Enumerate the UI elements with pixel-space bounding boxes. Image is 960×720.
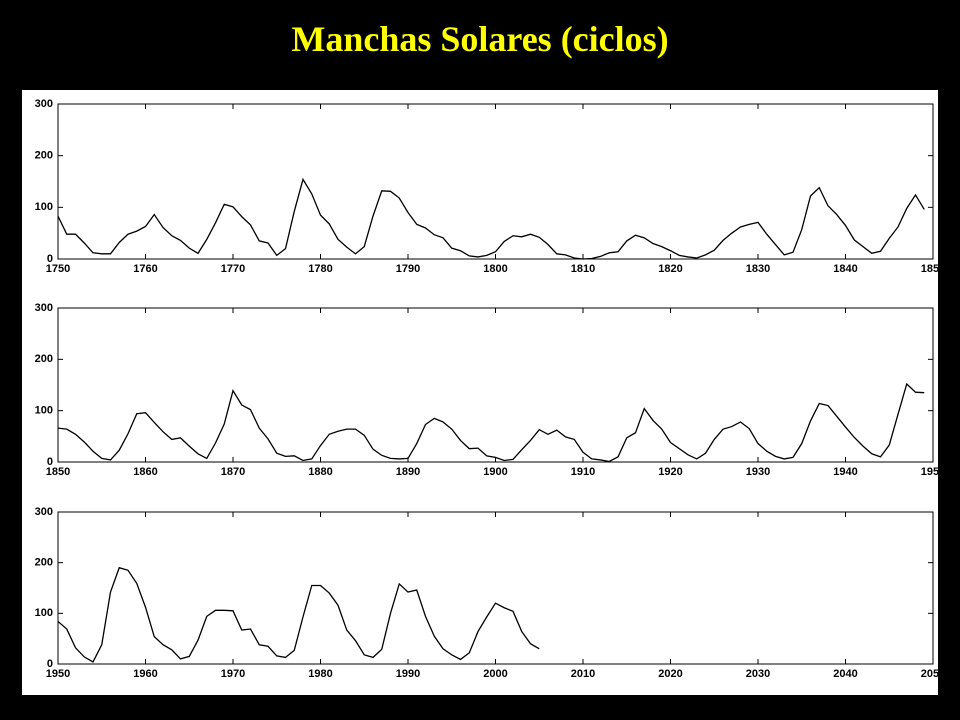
x-tick-label: 1950 (46, 668, 70, 680)
x-tick-label: 1850 (921, 263, 945, 275)
x-tick-label: 1860 (133, 466, 157, 478)
x-tick-label: 1930 (746, 466, 770, 478)
x-tick-label: 1880 (308, 466, 332, 478)
y-tick-label: 100 (35, 405, 53, 417)
x-tick-label: 1770 (221, 263, 245, 275)
x-tick-label: 1810 (571, 263, 595, 275)
x-tick-label: 1780 (308, 263, 332, 275)
y-tick-label: 200 (35, 557, 53, 569)
y-tick-label: 100 (35, 607, 53, 619)
x-tick-label: 2000 (483, 668, 507, 680)
x-tick-label: 1960 (133, 668, 157, 680)
x-tick-label: 1800 (483, 263, 507, 275)
x-tick-label: 1850 (46, 466, 70, 478)
y-tick-label: 0 (47, 456, 53, 468)
x-tick-label: 1890 (396, 466, 420, 478)
x-tick-label: 1820 (658, 263, 682, 275)
x-tick-label: 1870 (221, 466, 245, 478)
x-tick-label: 1920 (658, 466, 682, 478)
x-tick-label: 2010 (571, 668, 595, 680)
x-tick-label: 2020 (658, 668, 682, 680)
x-tick-label: 2050 (921, 668, 945, 680)
x-tick-label: 2030 (746, 668, 770, 680)
data-line (57, 177, 925, 260)
x-tick-label: 1760 (133, 263, 157, 275)
y-tick-label: 300 (35, 506, 53, 518)
x-tick-label: 1910 (571, 466, 595, 478)
x-tick-label: 1950 (921, 466, 945, 478)
x-tick-label: 1790 (396, 263, 420, 275)
y-tick-label: 0 (47, 658, 53, 670)
x-tick-label: 1980 (308, 668, 332, 680)
x-tick-label: 1830 (746, 263, 770, 275)
x-tick-label: 2040 (833, 668, 857, 680)
data-line (57, 566, 540, 663)
panel-background (22, 90, 938, 695)
x-tick-label: 1840 (833, 263, 857, 275)
x-tick-label: 1990 (396, 668, 420, 680)
y-tick-label: 200 (35, 353, 53, 365)
y-tick-label: 100 (35, 201, 53, 213)
y-tick-label: 300 (35, 98, 53, 110)
x-tick-label: 1970 (221, 668, 245, 680)
x-tick-label: 1900 (483, 466, 507, 478)
y-tick-label: 0 (47, 253, 53, 265)
x-tick-label: 1750 (46, 263, 70, 275)
y-tick-label: 300 (35, 302, 53, 314)
x-tick-label: 1940 (833, 466, 857, 478)
slide-title: Manchas Solares (ciclos) (291, 19, 669, 59)
y-tick-label: 200 (35, 150, 53, 162)
data-line (57, 382, 925, 463)
